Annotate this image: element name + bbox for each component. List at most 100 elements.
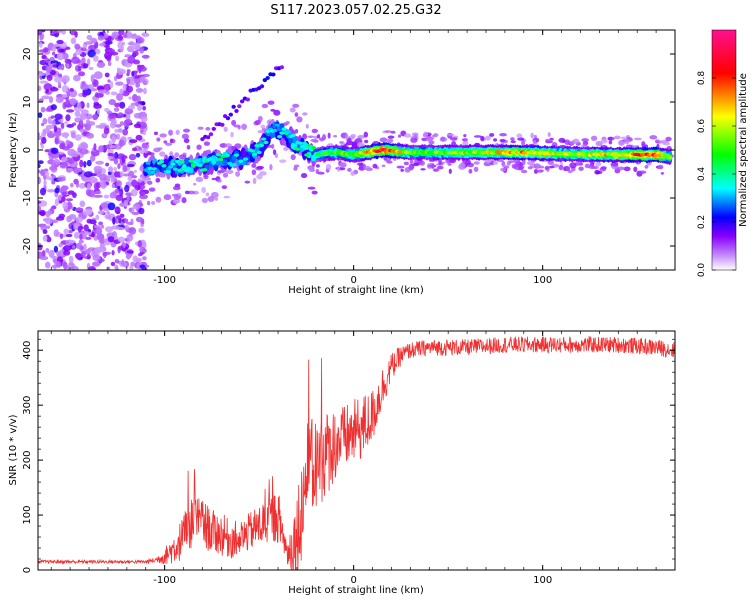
noise-speck xyxy=(86,34,93,41)
noise-speck xyxy=(122,32,128,39)
noise-speck xyxy=(142,105,147,111)
halo-speck xyxy=(408,165,414,171)
noise-speck xyxy=(107,61,112,67)
noise-speck xyxy=(97,89,107,94)
noise-speck xyxy=(38,135,42,141)
halo-speck xyxy=(163,194,172,201)
halo-speck xyxy=(168,129,173,136)
halo-speck xyxy=(410,135,418,139)
noise-speck xyxy=(91,38,97,44)
ridge-cell xyxy=(186,167,192,171)
noise-speck xyxy=(87,49,96,58)
halo-speck xyxy=(446,133,455,136)
snr-series-line xyxy=(38,335,675,570)
noise-speck xyxy=(103,127,110,135)
halo-speck xyxy=(535,169,544,173)
noise-speck xyxy=(39,255,49,261)
noise-speck xyxy=(74,266,78,270)
noise-speck xyxy=(45,176,53,180)
noise-speck xyxy=(136,95,141,102)
noise-speck xyxy=(40,169,45,177)
noise-speck xyxy=(68,261,75,267)
noise-speck xyxy=(89,177,98,184)
halo-speck xyxy=(178,154,187,160)
noise-speck xyxy=(98,145,105,153)
noise-speck xyxy=(53,125,58,133)
noise-speck xyxy=(38,98,44,103)
ridge-cell xyxy=(168,165,174,169)
noise-speck xyxy=(61,156,68,162)
noise-speck xyxy=(112,216,116,225)
noise-speck xyxy=(50,206,54,212)
noise-speck xyxy=(78,239,84,244)
noise-speck xyxy=(65,198,74,202)
noise-speck xyxy=(44,57,50,64)
noise-speck xyxy=(63,249,71,256)
harmonic-cell xyxy=(231,104,236,109)
halo-speck xyxy=(260,124,266,129)
halo-speck xyxy=(595,161,602,167)
noise-speck xyxy=(61,186,66,192)
noise-speck xyxy=(126,195,130,203)
colorbar-tick-label: 0.4 xyxy=(697,167,707,182)
noise-speck xyxy=(132,50,139,57)
noise-speck xyxy=(65,109,75,113)
halo-speck xyxy=(357,134,365,139)
noise-speck xyxy=(140,116,148,122)
halo-speck xyxy=(649,135,658,140)
halo-speck xyxy=(153,131,159,136)
noise-speck xyxy=(54,138,59,145)
noise-speck xyxy=(118,245,124,251)
noise-speck xyxy=(74,111,81,117)
noise-speck xyxy=(135,82,140,88)
ridge-cell xyxy=(256,150,262,155)
halo-speck xyxy=(318,137,325,141)
noise-speck xyxy=(131,179,138,188)
halo-speck xyxy=(400,168,404,172)
noise-speck xyxy=(71,56,80,64)
noise-speck xyxy=(119,121,124,126)
noise-speck xyxy=(109,144,116,149)
halo-speck xyxy=(203,141,210,146)
noise-speck xyxy=(124,118,133,125)
noise-speck xyxy=(141,32,148,36)
noise-speck xyxy=(80,83,89,91)
noise-speck xyxy=(119,101,126,109)
noise-speck xyxy=(56,39,64,45)
noise-speck xyxy=(91,231,95,238)
noise-speck xyxy=(104,83,110,92)
ridge-cell xyxy=(222,159,228,166)
noise-speck xyxy=(133,112,143,119)
halo-speck xyxy=(196,144,202,150)
halo-speck xyxy=(558,164,564,171)
ridge-cell xyxy=(252,152,258,157)
harmonic-cell xyxy=(237,104,242,109)
noise-speck xyxy=(58,243,63,248)
halo-speck xyxy=(188,190,195,195)
noise-speck xyxy=(44,171,50,177)
halo-speck xyxy=(462,140,469,147)
halo-speck xyxy=(311,128,318,134)
harmonic-cell xyxy=(220,122,225,127)
noise-speck xyxy=(121,259,125,266)
halo-speck xyxy=(272,149,277,156)
halo-speck xyxy=(183,128,191,133)
halo-speck xyxy=(493,138,498,142)
halo-speck xyxy=(564,139,571,145)
ridge-cell xyxy=(290,133,296,138)
noise-speck xyxy=(79,148,89,155)
halo-speck xyxy=(181,197,187,204)
halo-speck xyxy=(581,138,589,142)
noise-speck xyxy=(121,41,125,46)
noise-speck xyxy=(142,131,147,136)
halo-speck xyxy=(403,161,409,166)
ridge-cell xyxy=(301,141,308,146)
halo-speck xyxy=(221,185,228,190)
noise-speck xyxy=(86,132,95,139)
ridge-cell xyxy=(183,157,190,165)
ridge-cell xyxy=(165,170,172,174)
noise-speck xyxy=(110,51,119,56)
halo-speck xyxy=(296,116,303,123)
halo-speck xyxy=(569,140,575,145)
noise-speck xyxy=(85,236,92,240)
